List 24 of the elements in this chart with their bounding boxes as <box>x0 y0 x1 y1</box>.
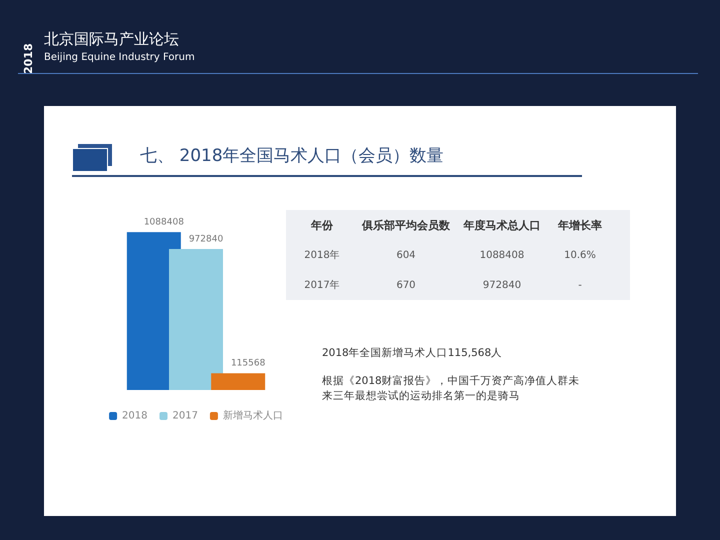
text: 972840 <box>482 280 522 290</box>
text: - <box>578 280 582 290</box>
text: 2018 <box>22 42 36 74</box>
text: 670 <box>396 280 416 290</box>
data-label: 972840 <box>188 234 224 244</box>
category-label: 年度马术总人口 <box>462 218 542 232</box>
text: 604 <box>396 250 416 260</box>
text: 七、 2018年全国马术人口（会员）数量 <box>140 145 444 167</box>
data-label: 1088408 <box>144 218 184 228</box>
data-label: 115568 <box>230 358 266 369</box>
text: 1088408 <box>480 250 524 260</box>
category-label: 2018年 <box>304 250 340 261</box>
text: 10.6% <box>564 250 596 260</box>
category-label: 年增长率 <box>556 218 603 232</box>
text: 根据《2018财富报告》，中国千万资产高净值人群未来三年最想尝试的运动排名第一的是骑马 <box>322 374 581 404</box>
category-label: 俱乐部平均会员数 <box>360 218 451 232</box>
category-label: 年份 <box>310 218 334 232</box>
text: 北京国际马产业论坛 <box>44 30 179 49</box>
text: 2018年全国新增马术人口115,568人 <box>322 346 502 360</box>
category-label: 2017年 <box>304 280 340 291</box>
text: Beijing Equine Industry Forum <box>44 52 195 63</box>
legend-label: 新增马术人口 <box>222 410 283 422</box>
legend-label: 2018 <box>122 410 148 422</box>
legend-label: 2017 <box>172 410 198 422</box>
